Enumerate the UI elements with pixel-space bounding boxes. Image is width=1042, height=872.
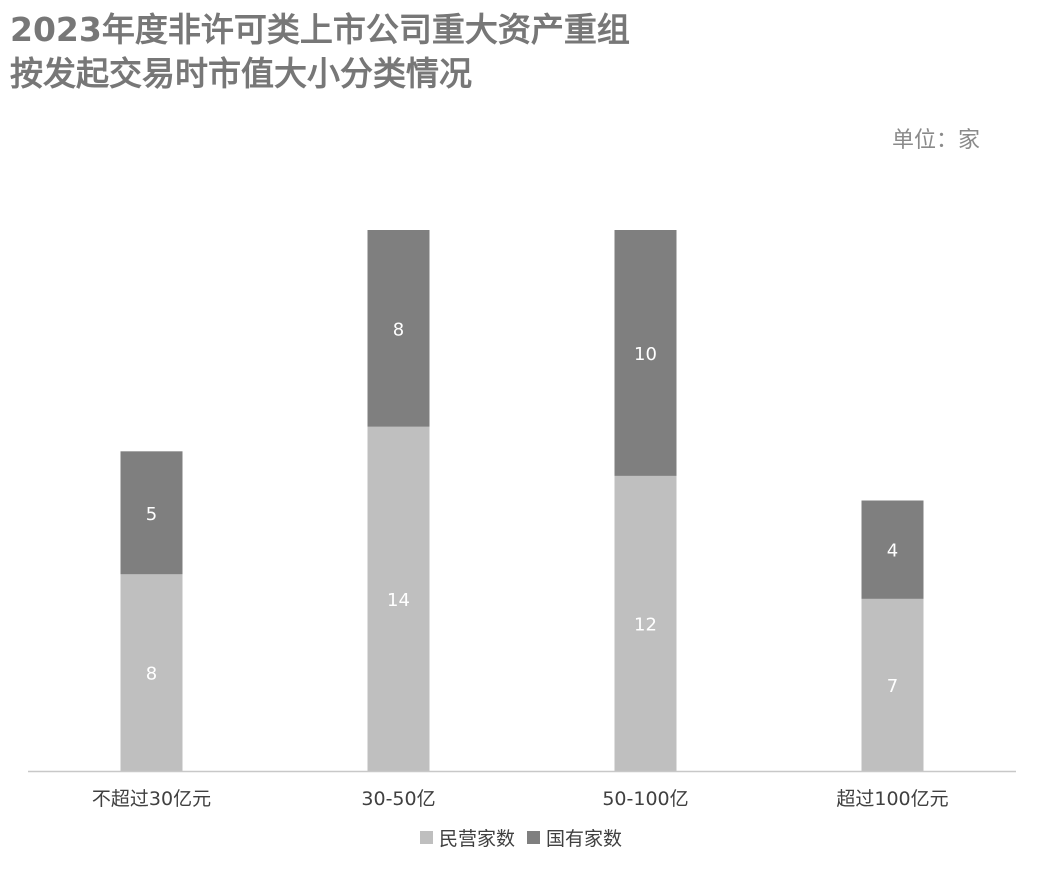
legend-swatch-state xyxy=(527,831,540,844)
legend-label-private: 民营家数 xyxy=(438,828,515,850)
chart-title-line-2: 按发起交易时市值大小分类情况 xyxy=(10,54,472,93)
x-tick-label-3: 超过100亿元 xyxy=(836,788,948,810)
chart-legend: 民营家数 国有家数 xyxy=(0,824,1042,851)
bar-private-0 xyxy=(120,574,183,771)
data-label-private-0: 8 xyxy=(146,664,157,685)
legend-item-private: 民营家数 xyxy=(419,824,515,851)
bar-private-3 xyxy=(861,598,924,771)
data-label-state-2: 10 xyxy=(634,344,657,365)
chart-title: 2023年度非许可类上市公司重大资产重组 按发起交易时市值大小分类情况 xyxy=(10,8,630,96)
bar-state-2 xyxy=(614,230,677,476)
data-label-private-3: 7 xyxy=(887,676,898,697)
data-label-private-2: 12 xyxy=(634,614,657,635)
bar-state-1 xyxy=(367,230,430,427)
bar-private-2 xyxy=(614,475,677,771)
data-label-state-0: 5 xyxy=(146,504,157,525)
x-tick-label-2: 50-100亿 xyxy=(602,788,688,810)
x-tick-label-0: 不超过30亿元 xyxy=(92,788,211,810)
unit-label: 单位：家 xyxy=(891,128,980,153)
legend-swatch-private xyxy=(419,831,433,844)
bar-state-3 xyxy=(861,500,924,599)
bar-private-1 xyxy=(367,426,430,771)
chart-title-line-1: 2023年度非许可类上市公司重大资产重组 xyxy=(10,10,630,49)
data-label-private-1: 14 xyxy=(387,590,410,611)
legend-item-state: 国有家数 xyxy=(527,824,622,851)
data-label-state-3: 4 xyxy=(887,541,898,562)
legend-label-state: 国有家数 xyxy=(546,828,623,850)
data-label-state-1: 8 xyxy=(393,319,404,340)
x-tick-label-1: 30-50亿 xyxy=(361,788,435,810)
bar-state-0 xyxy=(120,451,183,575)
